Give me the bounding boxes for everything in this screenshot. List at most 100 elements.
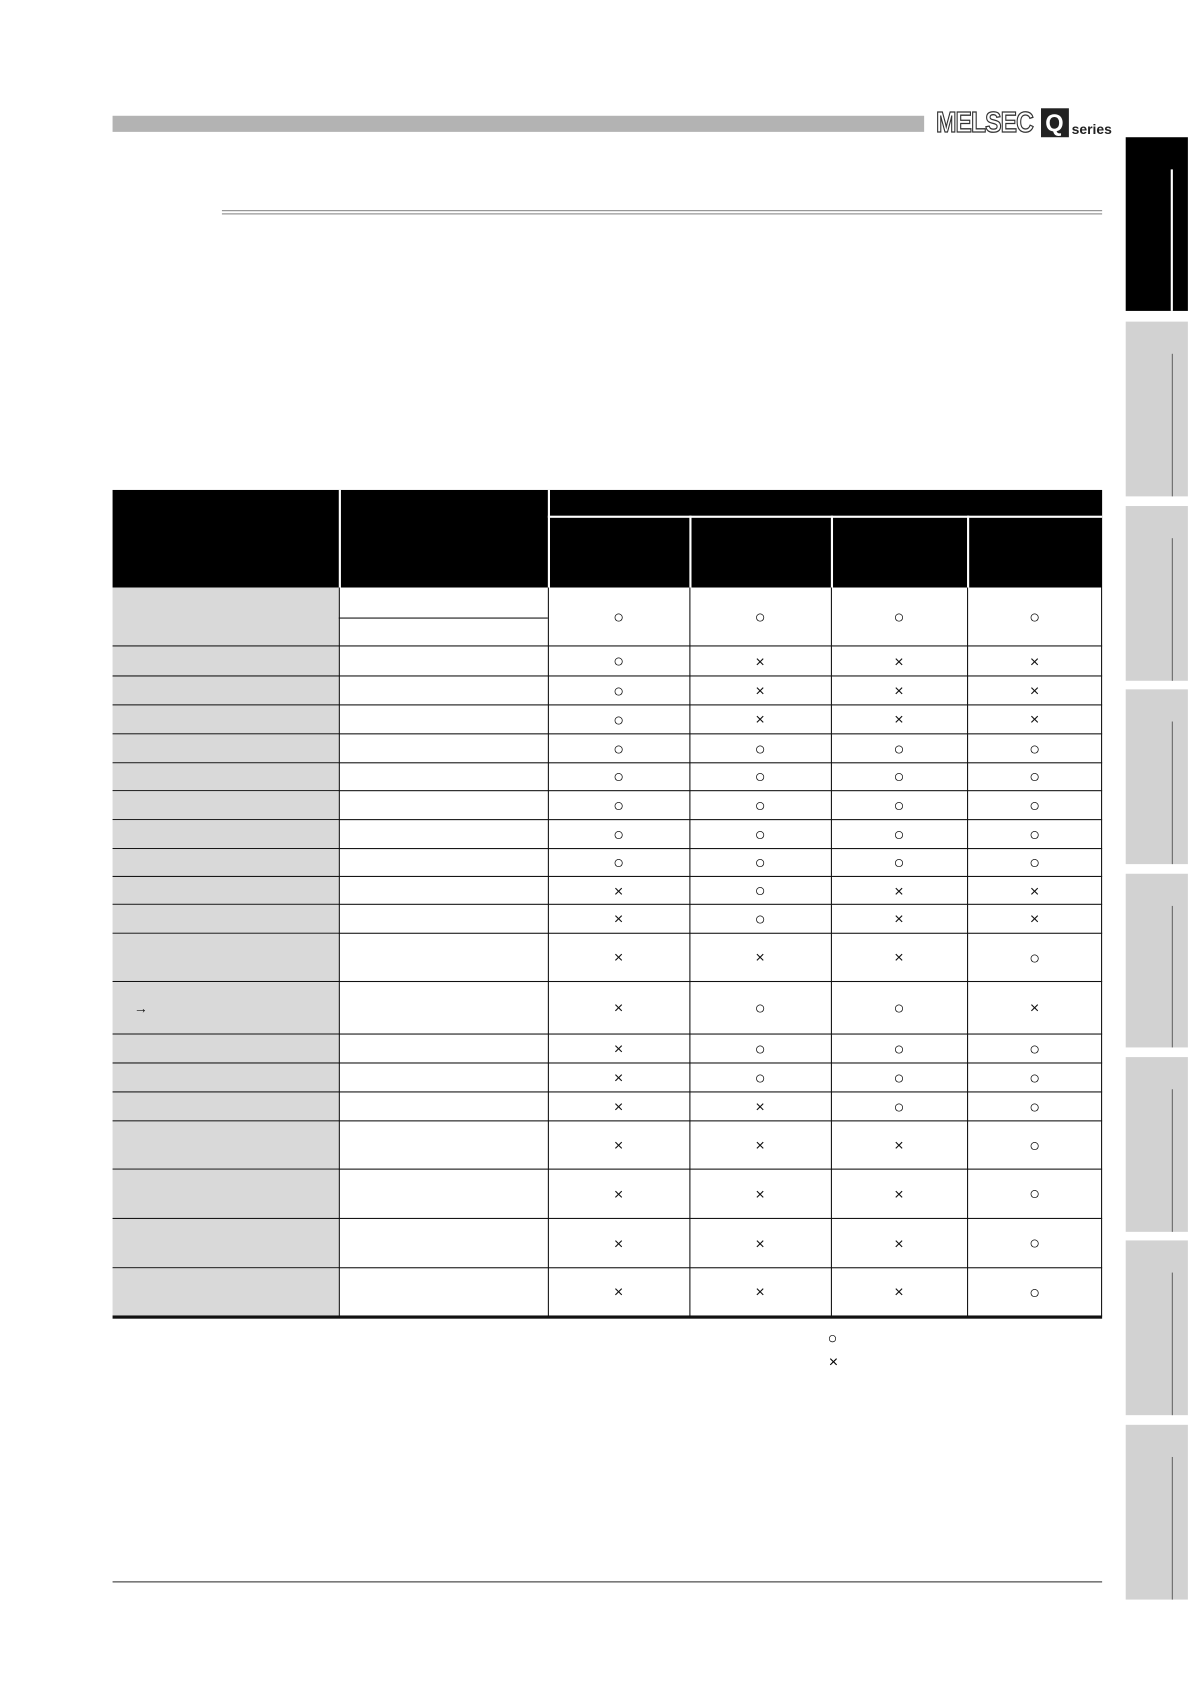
tab-divider <box>1171 905 1173 1048</box>
support-mark: × <box>755 1136 765 1155</box>
support-mark: ○ <box>1029 1134 1041 1156</box>
chapter-tab-7[interactable] <box>1125 1240 1188 1416</box>
row-divider <box>112 980 1103 983</box>
row-label <box>112 1218 339 1269</box>
chapter-tab-8[interactable] <box>1125 1424 1188 1600</box>
support-mark: × <box>894 881 904 901</box>
tab-divider <box>1171 721 1173 865</box>
support-mark: ○ <box>613 794 625 816</box>
tab-divider <box>1171 1272 1173 1416</box>
support-mark: ○ <box>754 880 766 901</box>
support-mark: × <box>613 1185 624 1204</box>
support-mark: ○ <box>754 766 766 787</box>
support-mark: × <box>894 1283 904 1302</box>
support-mark: ○ <box>754 908 766 929</box>
support-mark: ○ <box>1029 1183 1041 1204</box>
support-mark: ○ <box>1029 823 1041 845</box>
support-mark: × <box>755 1097 765 1117</box>
row-label <box>112 646 339 677</box>
support-mark: ○ <box>893 1096 905 1117</box>
support-mark: × <box>755 1283 765 1302</box>
tab-divider <box>1171 353 1173 497</box>
support-mark: ○ <box>1029 947 1041 968</box>
support-mark: × <box>894 948 904 968</box>
header-divider <box>689 515 691 588</box>
support-mark: × <box>894 710 904 730</box>
support-mark: × <box>613 1283 624 1302</box>
support-mark: × <box>1029 710 1040 730</box>
support-mark: × <box>755 652 765 671</box>
support-mark: × <box>613 1068 624 1088</box>
support-mark: ○ <box>893 1038 905 1059</box>
chapter-tab-3[interactable] <box>1125 506 1188 681</box>
row-label <box>112 705 339 735</box>
support-mark: × <box>1029 681 1040 701</box>
support-mark: ○ <box>893 606 905 627</box>
row-divider <box>112 1091 1103 1093</box>
tab-divider <box>1170 169 1173 311</box>
support-mark: ○ <box>754 823 766 845</box>
support-mark: × <box>755 710 765 730</box>
melsec-q-logo: MELSEC Q series <box>935 105 1112 139</box>
logo-melsec: MELSEC <box>935 106 1034 139</box>
row-label <box>112 876 339 905</box>
row-divider <box>112 675 1103 677</box>
row-divider <box>112 819 1103 821</box>
tab-divider <box>1171 1089 1173 1232</box>
support-mark: ○ <box>1029 1096 1041 1117</box>
chapter-tab-2[interactable] <box>1125 321 1188 497</box>
row-divider <box>112 1267 1103 1269</box>
row-label <box>112 904 339 934</box>
row-divider <box>112 790 1103 792</box>
support-mark: × <box>755 1185 765 1204</box>
support-mark: × <box>613 1136 624 1155</box>
support-mark: × <box>613 881 624 901</box>
support-mark: × <box>755 1234 765 1253</box>
legend-supported: ○ <box>827 1329 838 1348</box>
logo-q: Q <box>1040 108 1069 138</box>
column-divider <box>338 587 341 1317</box>
support-mark: ○ <box>1029 1067 1041 1088</box>
support-mark: ○ <box>754 997 766 1018</box>
row-condition <box>339 618 548 648</box>
row-divider <box>112 903 1103 906</box>
support-mark: ○ <box>893 794 905 816</box>
column-divider <box>830 587 833 1317</box>
row-divider <box>112 733 1103 735</box>
table-right-border <box>1101 587 1103 1317</box>
chapter-tab-1[interactable] <box>1125 137 1188 311</box>
row-label <box>112 587 339 647</box>
support-mark: × <box>613 1234 624 1253</box>
support-mark: × <box>1029 652 1040 671</box>
header-divider <box>547 515 1103 518</box>
chapter-tab-6[interactable] <box>1125 1057 1188 1232</box>
column-divider <box>967 587 969 1317</box>
support-mark: ○ <box>754 852 766 873</box>
support-mark: × <box>1029 999 1040 1018</box>
support-mark: × <box>755 948 765 968</box>
support-mark: × <box>894 652 904 671</box>
row-label <box>112 676 339 706</box>
support-mark: ○ <box>613 738 625 759</box>
support-mark: ○ <box>613 852 625 873</box>
chapter-tab-4[interactable] <box>1125 689 1188 865</box>
support-mark: × <box>894 910 904 929</box>
row-label <box>112 1169 339 1219</box>
sub-row-divider <box>338 617 548 619</box>
support-mark: ○ <box>754 738 766 759</box>
row-divider <box>112 932 1103 935</box>
support-mark: ○ <box>754 1038 766 1059</box>
row-divider <box>112 848 1103 850</box>
table-header <box>112 489 1103 588</box>
row-label <box>112 1092 339 1122</box>
legend-unsupported: × <box>828 1352 839 1372</box>
logo-series: series <box>1071 121 1112 138</box>
tab-divider <box>1171 538 1173 681</box>
support-mark: ○ <box>893 738 905 759</box>
row-divider <box>112 704 1103 706</box>
support-mark: × <box>613 948 624 968</box>
chapter-tab-5[interactable] <box>1125 873 1188 1048</box>
support-mark: ○ <box>1029 852 1041 873</box>
row-label <box>112 791 339 821</box>
